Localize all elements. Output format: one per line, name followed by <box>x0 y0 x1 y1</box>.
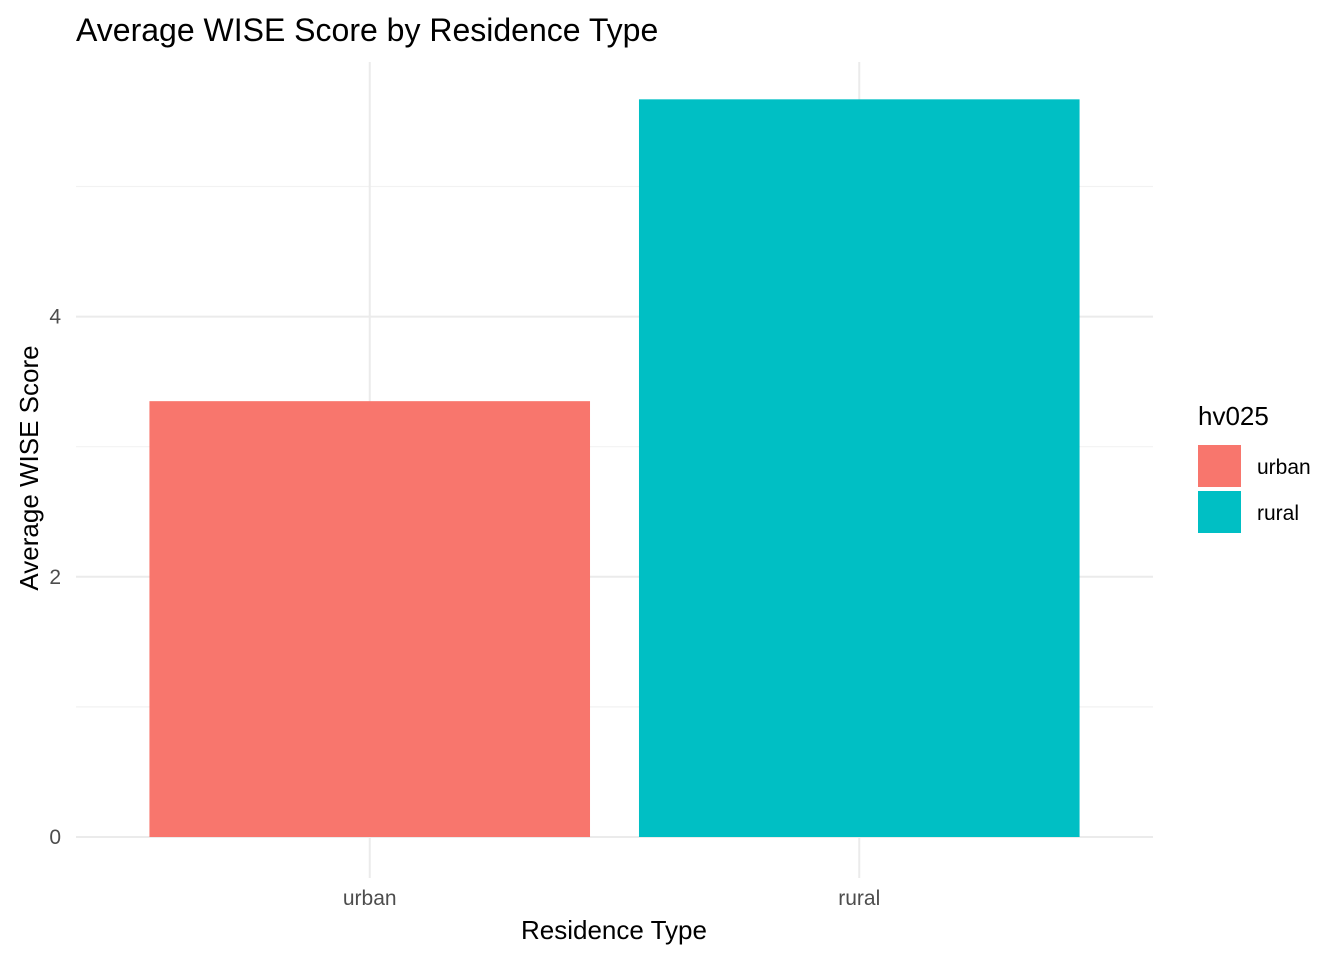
x-tick-label: rural <box>838 887 880 910</box>
legend-label-urban: urban <box>1257 456 1311 479</box>
x-tick-label: urban <box>343 887 397 910</box>
legend: hv025 urban rural <box>1198 401 1311 533</box>
legend-label-rural: rural <box>1257 502 1299 525</box>
legend-key-urban <box>1198 445 1241 487</box>
y-tick-label: 0 <box>49 826 61 849</box>
y-tick-label: 4 <box>49 306 61 329</box>
chart-title: Average WISE Score by Residence Type <box>76 12 658 48</box>
bars <box>149 99 1080 837</box>
legend-entries: urban rural <box>1198 445 1311 533</box>
legend-key-rural <box>1198 491 1241 533</box>
y-axis-ticks: 0 2 4 <box>49 306 61 849</box>
x-axis-title: Residence Type <box>521 915 707 945</box>
y-axis-title: Average WISE Score <box>14 345 44 590</box>
x-axis-ticks: urban rural <box>343 887 880 910</box>
bar-rural <box>638 99 1080 837</box>
y-tick-label: 2 <box>49 566 61 589</box>
bar-urban <box>149 401 591 837</box>
legend-title: hv025 <box>1198 401 1269 431</box>
